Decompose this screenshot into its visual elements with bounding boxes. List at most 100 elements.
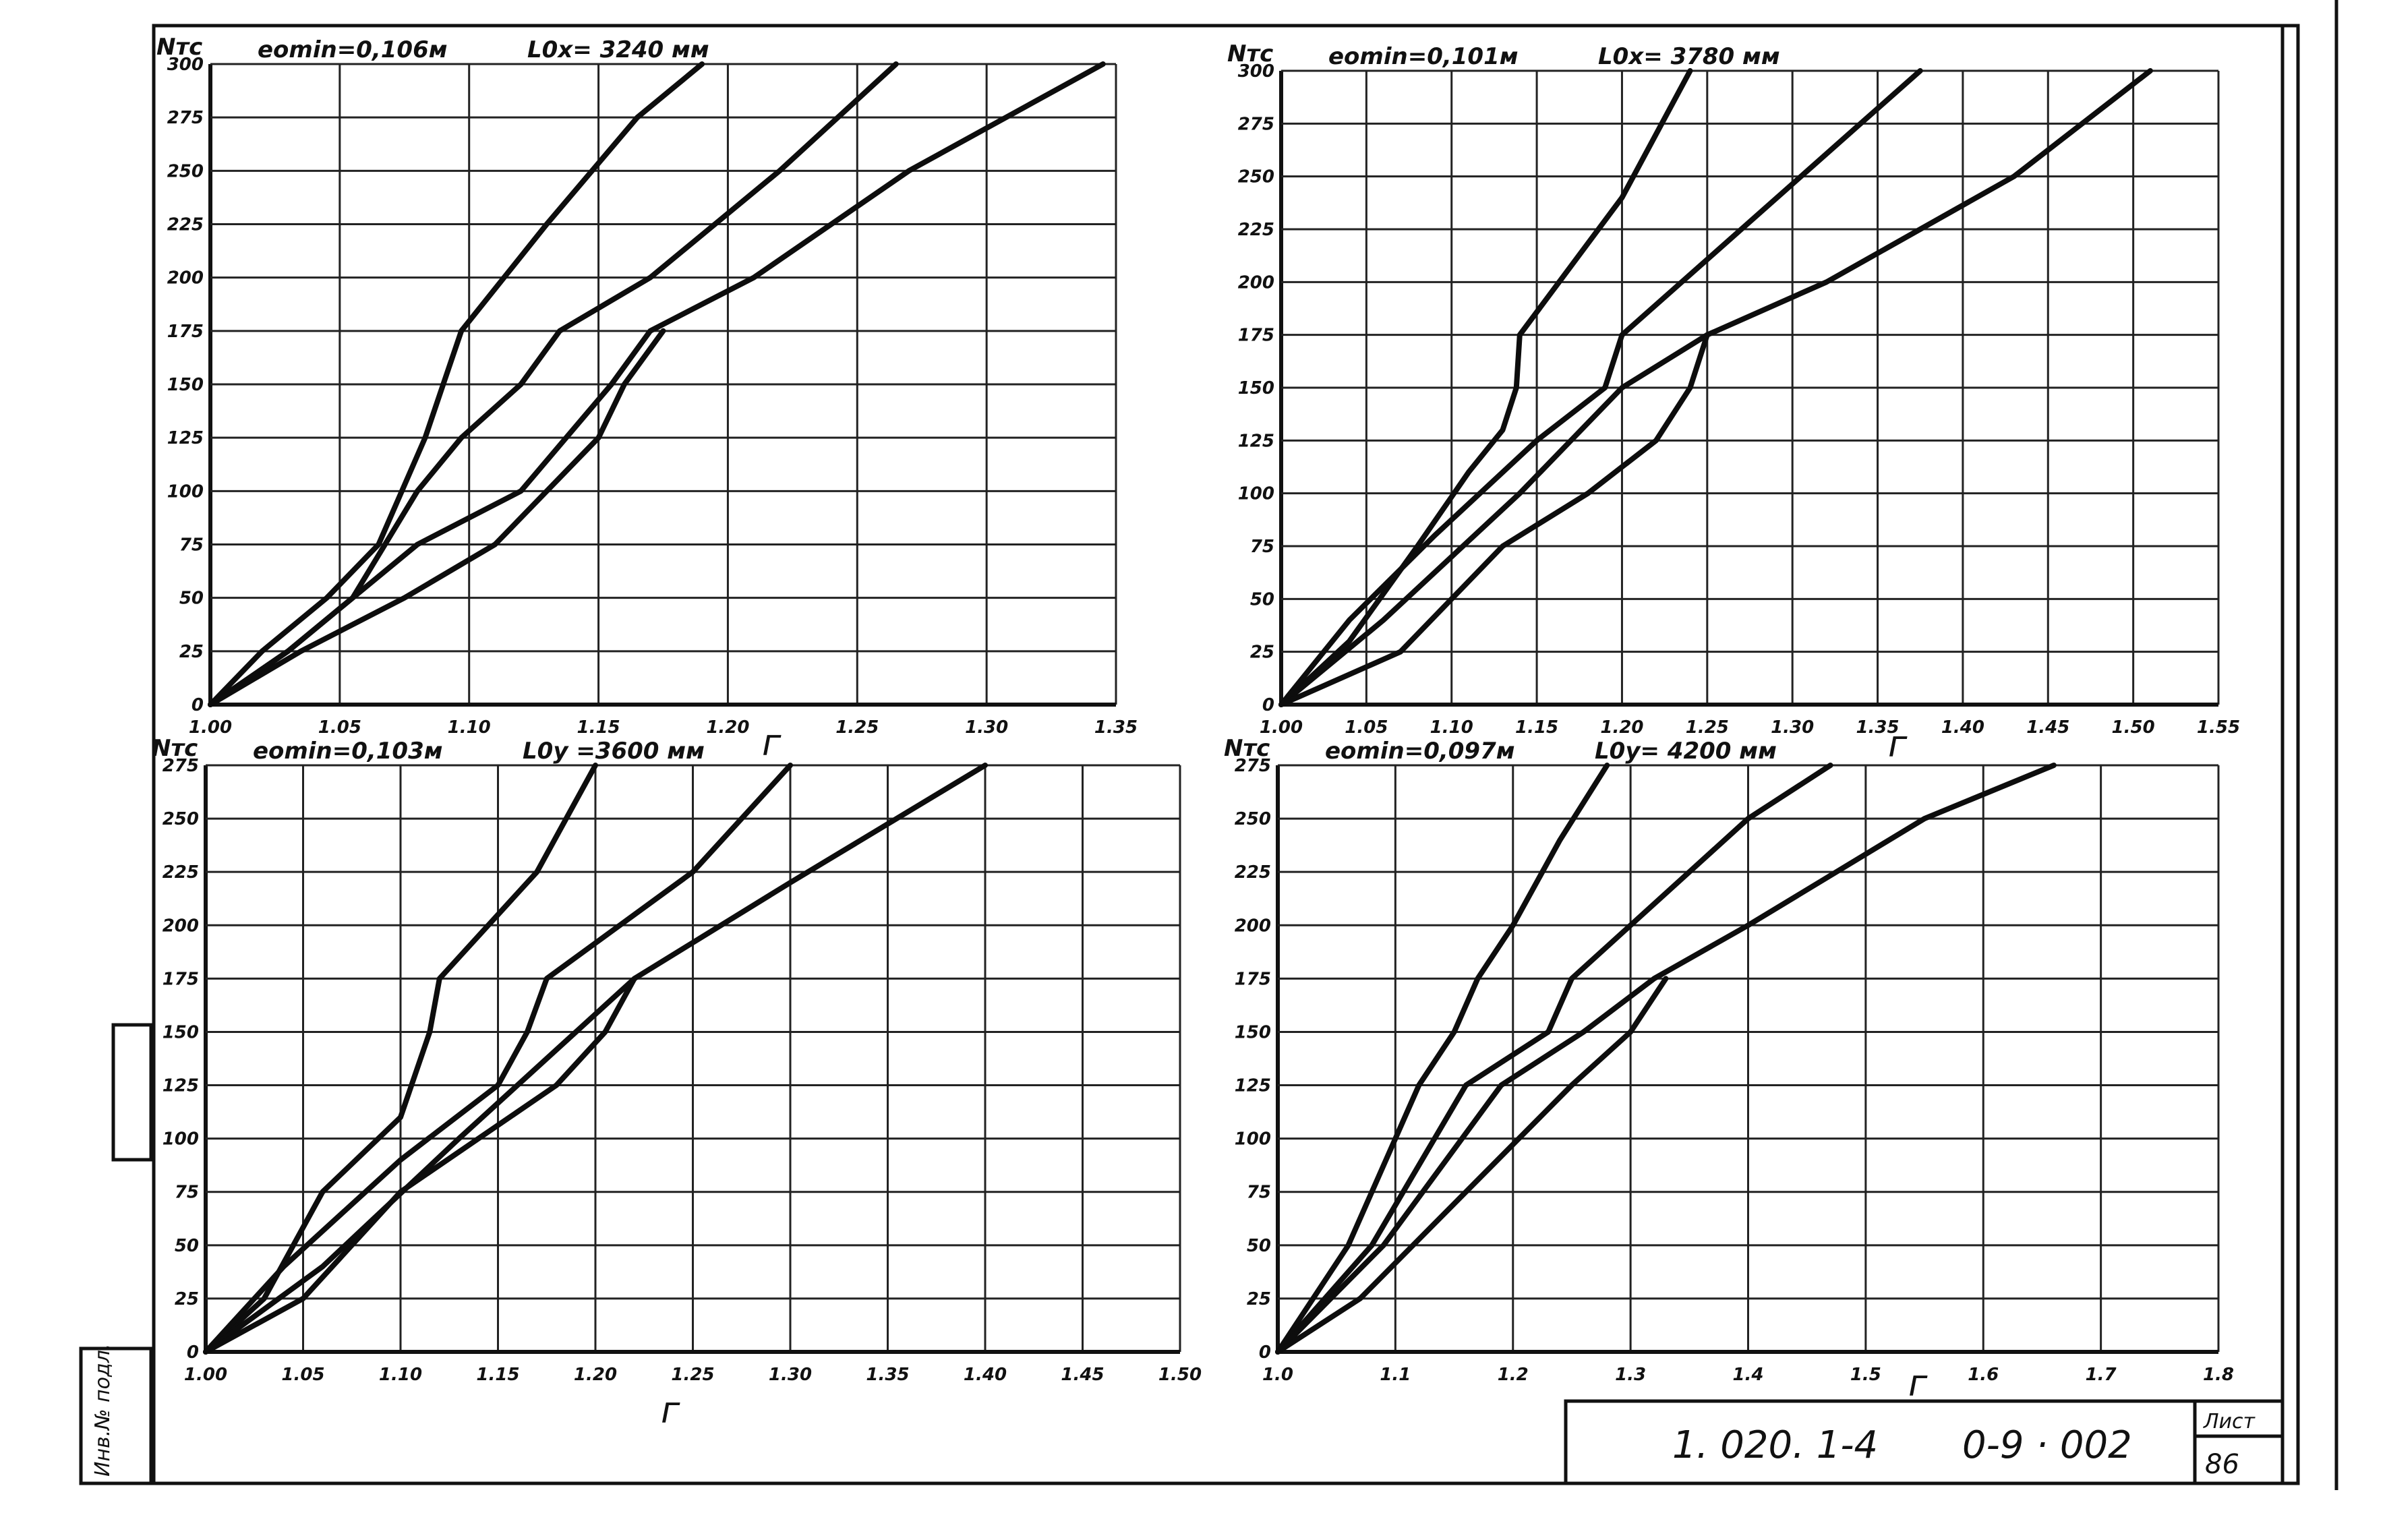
header-eomin: eomin=0,101м bbox=[1328, 43, 1519, 70]
y-tick-label: 275 bbox=[1238, 114, 1274, 134]
x-tick-label: 1.45 bbox=[1061, 1365, 1104, 1385]
x-tick-label: 1.55 bbox=[2197, 717, 2240, 738]
header-length: L0x= 3780 мм bbox=[1598, 43, 1780, 70]
y-axis-label: Nтс bbox=[152, 735, 198, 762]
x-tick-label: 1.25 bbox=[835, 717, 879, 738]
y-tick-label: 25 bbox=[1247, 1289, 1271, 1309]
series-line-2 bbox=[1275, 763, 1833, 1355]
y-tick-label: 100 bbox=[1238, 484, 1274, 504]
document-code-left: 1. 020. 1-4 bbox=[1672, 1423, 1878, 1467]
y-tick-label: 300 bbox=[1238, 61, 1274, 82]
y-tick-label: 25 bbox=[1250, 643, 1274, 663]
x-tick-label: 1.10 bbox=[379, 1365, 422, 1385]
y-tick-label: 175 bbox=[1238, 326, 1274, 346]
x-tick-label: 1.15 bbox=[1515, 717, 1558, 738]
y-tick-label: 300 bbox=[167, 55, 204, 75]
y-tick-label: 200 bbox=[1235, 916, 1271, 936]
chart-top-right: 1.00 1.05 1.10 1.15 1.20 1.25 1.30 1.35 1.40 1.45… bbox=[1227, 40, 2240, 765]
y-tick-label: 150 bbox=[163, 1022, 199, 1042]
x-tick-label: 1.4 bbox=[1732, 1365, 1763, 1385]
y-tick-label: 0 bbox=[1259, 1342, 1271, 1363]
y-tick-label: 275 bbox=[167, 108, 204, 128]
y-tick-label: 50 bbox=[1250, 589, 1274, 610]
y-tick-label: 150 bbox=[1238, 378, 1274, 398]
series-line-4 bbox=[1275, 976, 1669, 1355]
x-tick-label: 1.25 bbox=[671, 1365, 714, 1385]
series-line-1 bbox=[1278, 68, 1693, 707]
y-tick-label: 200 bbox=[163, 916, 199, 936]
x-tick-label: 1.10 bbox=[448, 717, 491, 738]
inventory-label: Инв.№ подл. bbox=[91, 1344, 115, 1477]
x-tick-label: 1.00 bbox=[1260, 717, 1303, 738]
y-tick-label: 75 bbox=[175, 1183, 199, 1203]
series-line-2 bbox=[203, 763, 793, 1355]
y-tick-label: 100 bbox=[1235, 1129, 1271, 1150]
x-tick-label: 1.20 bbox=[574, 1365, 617, 1385]
x-tick-label: 1.2 bbox=[1498, 1365, 1529, 1385]
y-tick-label: 275 bbox=[1235, 756, 1271, 776]
header-eomin: eomin=0,097м bbox=[1325, 738, 1515, 765]
x-tick-label: 1.15 bbox=[577, 717, 620, 738]
x-tick-label: 1.7 bbox=[2086, 1365, 2117, 1385]
y-tick-label: 50 bbox=[179, 589, 204, 609]
x-tick-label: 1.00 bbox=[189, 717, 232, 738]
series-line-2 bbox=[1278, 68, 1923, 707]
y-tick-label: 225 bbox=[1235, 862, 1271, 883]
x-tick-label: 1.35 bbox=[1856, 717, 1899, 738]
y-tick-label: 75 bbox=[1250, 537, 1274, 557]
y-tick-label: 0 bbox=[192, 695, 204, 715]
x-tick-label: 1.05 bbox=[318, 717, 361, 738]
y-tick-label: 175 bbox=[1235, 969, 1271, 989]
series-line-3 bbox=[1278, 68, 2153, 707]
y-tick-label: 275 bbox=[163, 756, 199, 776]
x-tick-label: 1.0 bbox=[1262, 1365, 1293, 1385]
x-tick-label: 1.1 bbox=[1380, 1365, 1411, 1385]
x-axis-label: г bbox=[762, 721, 782, 764]
y-tick-label: 200 bbox=[1238, 272, 1274, 293]
sheet-label: Лист bbox=[2203, 1410, 2256, 1433]
y-tick-label: 200 bbox=[167, 268, 204, 289]
x-tick-label: 1.40 bbox=[1941, 717, 1984, 738]
x-tick-label: 1.8 bbox=[2203, 1365, 2234, 1385]
x-tick-label: 1.5 bbox=[1850, 1365, 1881, 1385]
header-eomin: eomin=0,106м bbox=[258, 36, 448, 63]
margin-box-lower bbox=[79, 1346, 153, 1485]
x-axis-label: г bbox=[1888, 723, 1908, 765]
x-tick-label: 1.35 bbox=[1094, 717, 1138, 738]
y-tick-label: 25 bbox=[175, 1289, 199, 1309]
y-axis-label: Nтс bbox=[156, 34, 202, 61]
x-tick-label: 1.20 bbox=[1600, 717, 1643, 738]
x-tick-label: 1.20 bbox=[706, 717, 749, 738]
header-eomin: eomin=0,103м bbox=[253, 738, 443, 765]
series-line-1 bbox=[208, 61, 705, 707]
x-tick-label: 1.30 bbox=[1771, 717, 1814, 738]
series-line-3 bbox=[1275, 763, 2057, 1355]
y-tick-label: 50 bbox=[175, 1236, 199, 1256]
x-tick-label: 1.35 bbox=[866, 1365, 909, 1385]
x-tick-label: 1.6 bbox=[1968, 1365, 1999, 1385]
y-tick-label: 75 bbox=[1247, 1183, 1271, 1203]
series-line-3 bbox=[208, 61, 1106, 707]
x-tick-label: 1.30 bbox=[965, 717, 1008, 738]
y-tick-label: 250 bbox=[163, 809, 199, 829]
series-line-4 bbox=[208, 328, 666, 707]
y-axis-label: Nтс bbox=[1224, 735, 1270, 762]
series-line-4 bbox=[203, 976, 637, 1355]
x-tick-label: 1.05 bbox=[281, 1365, 324, 1385]
y-tick-label: 225 bbox=[163, 862, 199, 883]
x-tick-label: 1.45 bbox=[2026, 717, 2069, 738]
y-axis-label: Nтс bbox=[1227, 40, 1273, 67]
sheet-number: 86 bbox=[2205, 1449, 2239, 1480]
title-block: 1. 020. 1-4 0-9 · 002 Лист 86 bbox=[1564, 1399, 2285, 1485]
y-tick-label: 175 bbox=[167, 322, 204, 342]
x-tick-label: 1.25 bbox=[1686, 717, 1729, 738]
header-length: L0x= 3240 мм bbox=[527, 36, 709, 63]
y-tick-label: 250 bbox=[167, 161, 204, 181]
y-tick-label: 100 bbox=[167, 481, 204, 502]
document-code-right: 0-9 · 002 bbox=[1962, 1423, 2132, 1467]
y-tick-label: 225 bbox=[167, 215, 204, 235]
x-tick-label: 1.50 bbox=[2112, 717, 2155, 738]
x-tick-label: 1.00 bbox=[184, 1365, 227, 1385]
x-axis-label: г bbox=[661, 1389, 680, 1431]
